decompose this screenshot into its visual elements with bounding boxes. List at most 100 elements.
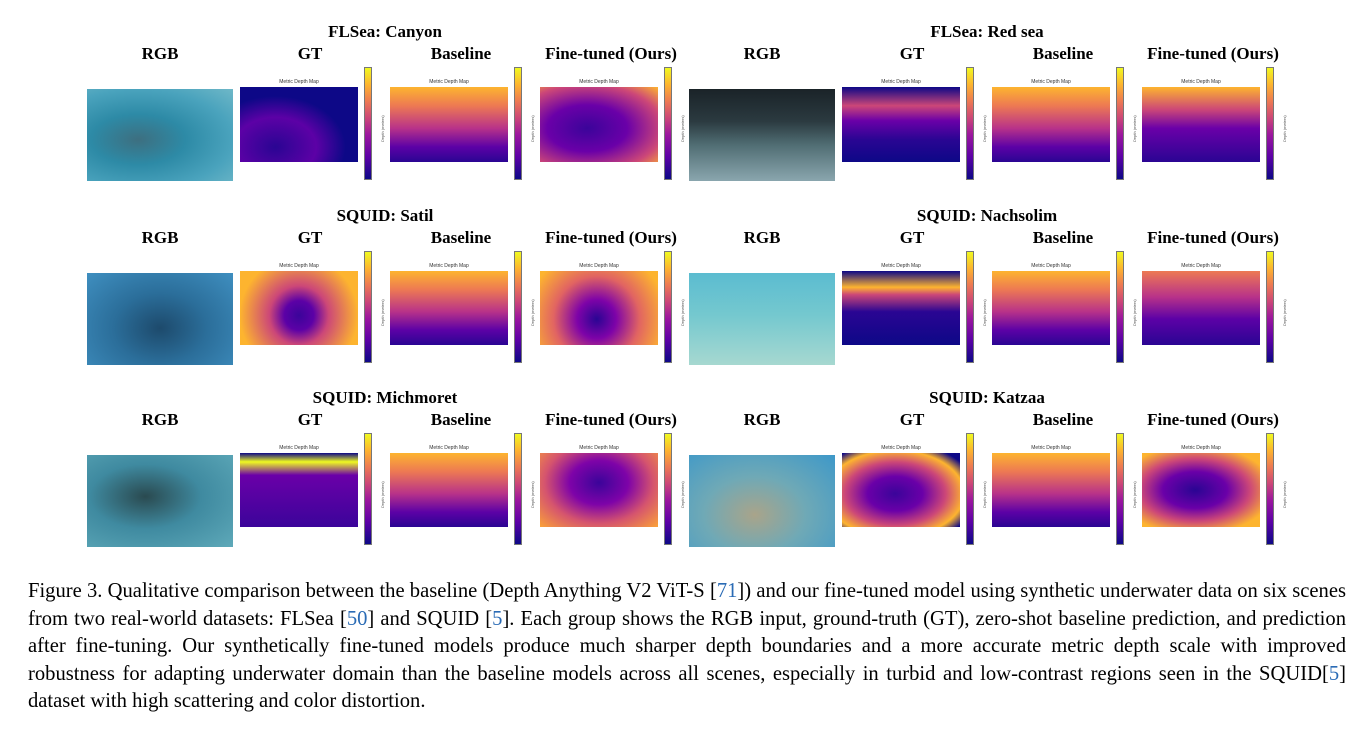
colorbar xyxy=(664,433,672,545)
colorbar xyxy=(664,251,672,363)
depth-image xyxy=(992,87,1110,162)
map-title: Metric Depth Map xyxy=(429,445,469,451)
depth-image xyxy=(992,271,1110,345)
colorbar xyxy=(1266,67,1274,180)
gt-depth-map: Metric Depth Map xyxy=(240,263,358,345)
scene-title: SQUID: Nachsolim xyxy=(916,206,1058,225)
rgb-image xyxy=(689,89,835,181)
colorbar xyxy=(1116,67,1124,180)
rgb-image xyxy=(689,273,835,365)
colorbar-label: Depth (meters) xyxy=(530,481,535,508)
column-header: Fine-tuned (Ours) xyxy=(1147,410,1279,429)
column-header: Fine-tuned (Ours) xyxy=(545,410,677,429)
caption-text-3: ] and SQUID [ xyxy=(367,607,493,630)
colorbar xyxy=(364,67,372,180)
colorbar-label: Depth (meters) xyxy=(1132,481,1137,508)
column-header: RGB xyxy=(743,44,781,63)
column-header: Fine-tuned (Ours) xyxy=(545,228,677,247)
column-header: Fine-tuned (Ours) xyxy=(545,44,677,63)
map-title: Metric Depth Map xyxy=(1031,445,1071,451)
colorbar-label: Depth (meters) xyxy=(380,115,385,142)
colorbar-label: Depth (meters) xyxy=(530,115,535,142)
colorbar xyxy=(966,251,974,363)
citation-link[interactable]: 5 xyxy=(492,607,503,630)
colorbar xyxy=(514,433,522,545)
depth-image xyxy=(540,87,658,162)
baseline-depth-map: Metric Depth Map xyxy=(992,263,1110,345)
map-title: Metric Depth Map xyxy=(881,263,921,269)
colorbar xyxy=(1266,433,1274,545)
colorbar-label: Depth (meters) xyxy=(380,481,385,508)
map-title: Metric Depth Map xyxy=(1181,263,1221,269)
gt-depth-map: Metric Depth Map xyxy=(842,263,960,345)
map-title: Metric Depth Map xyxy=(1181,445,1221,451)
map-title: Metric Depth Map xyxy=(279,263,319,269)
gt-depth-map: Metric Depth Map xyxy=(842,445,960,527)
map-title: Metric Depth Map xyxy=(429,79,469,85)
column-header: GT xyxy=(899,410,925,429)
depth-image xyxy=(1142,453,1260,527)
rgb-image xyxy=(87,273,233,365)
finetuned-depth-map: Metric Depth Map xyxy=(1142,445,1260,527)
depth-image xyxy=(1142,271,1260,345)
baseline-depth-map: Metric Depth Map xyxy=(992,79,1110,162)
column-header: Baseline xyxy=(1032,44,1094,63)
map-title: Metric Depth Map xyxy=(1031,79,1071,85)
column-header: Baseline xyxy=(430,228,492,247)
colorbar xyxy=(1116,433,1124,545)
colorbar xyxy=(1266,251,1274,363)
colorbar-label: Depth (meters) xyxy=(1282,115,1287,142)
depth-image xyxy=(390,453,508,527)
citation-link[interactable]: 50 xyxy=(346,607,368,630)
column-header: RGB xyxy=(743,410,781,429)
depth-image xyxy=(842,453,960,527)
citation-link[interactable]: 5 xyxy=(1328,662,1340,685)
citation-link[interactable]: 71 xyxy=(716,580,738,602)
map-title: Metric Depth Map xyxy=(881,79,921,85)
scene-title: SQUID: Satil xyxy=(336,206,434,225)
depth-image xyxy=(390,87,508,162)
colorbar xyxy=(664,67,672,180)
column-header: GT xyxy=(899,44,925,63)
column-header: Baseline xyxy=(1032,410,1094,429)
column-header: GT xyxy=(297,228,323,247)
scene-title: FLSea: Canyon xyxy=(328,22,442,41)
caption-text-1: Figure 3. Qualitative comparison between… xyxy=(28,580,717,602)
colorbar-label: Depth (meters) xyxy=(530,299,535,326)
map-title: Metric Depth Map xyxy=(881,445,921,451)
column-header: Baseline xyxy=(430,410,492,429)
colorbar-label: Depth (meters) xyxy=(680,115,685,142)
gt-depth-map: Metric Depth Map xyxy=(842,79,960,162)
column-header: GT xyxy=(899,228,925,247)
depth-image xyxy=(240,453,358,527)
column-header: Baseline xyxy=(1032,228,1094,247)
colorbar xyxy=(514,251,522,363)
rgb-image xyxy=(87,455,233,547)
caption-text-4: ]. Each group shows the RGB input, groun… xyxy=(28,607,1347,685)
finetuned-depth-map: Metric Depth Map xyxy=(540,445,658,527)
depth-image xyxy=(842,87,960,162)
baseline-depth-map: Metric Depth Map xyxy=(390,263,508,345)
baseline-depth-map: Metric Depth Map xyxy=(992,445,1110,527)
depth-image xyxy=(1142,87,1260,162)
colorbar-label: Depth (meters) xyxy=(1132,115,1137,142)
depth-image xyxy=(240,271,358,345)
colorbar xyxy=(364,251,372,363)
scene-title: FLSea: Red sea xyxy=(930,22,1044,41)
depth-image xyxy=(540,271,658,345)
colorbar-label: Depth (meters) xyxy=(1132,299,1137,326)
colorbar-label: Depth (meters) xyxy=(380,299,385,326)
column-header: RGB xyxy=(141,228,179,247)
column-header: Baseline xyxy=(430,44,492,63)
rgb-image xyxy=(87,89,233,181)
depth-image xyxy=(540,453,658,527)
scene-title: SQUID: Katzaa xyxy=(929,388,1045,407)
gt-depth-map: Metric Depth Map xyxy=(240,79,358,162)
column-header: RGB xyxy=(743,228,781,247)
colorbar xyxy=(966,433,974,545)
colorbar-label: Depth (meters) xyxy=(982,299,987,326)
map-title: Metric Depth Map xyxy=(579,445,619,451)
baseline-depth-map: Metric Depth Map xyxy=(390,445,508,527)
column-header: GT xyxy=(297,44,323,63)
colorbar-label: Depth (meters) xyxy=(982,115,987,142)
